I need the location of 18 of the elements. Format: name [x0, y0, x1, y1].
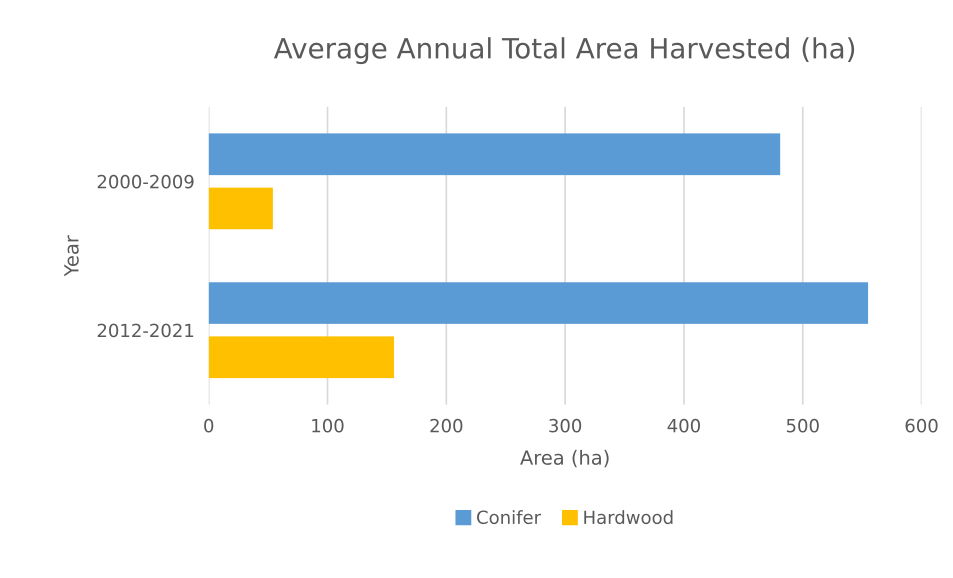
chart-title: Average Annual Total Area Harvested (ha)	[274, 37, 854, 64]
bar	[208, 336, 394, 378]
legend-label: Hardwood	[584, 510, 672, 524]
legend-label: Conifer	[477, 510, 542, 524]
x-tick-label: 0	[204, 418, 214, 432]
x-tick-label: 100	[312, 418, 344, 432]
x-tick-label: 400	[668, 418, 700, 432]
x-tick-label: 500	[786, 418, 819, 432]
x-axis-title: Area (ha)	[520, 450, 609, 468]
x-tick-label: 600	[906, 418, 938, 432]
x-tick-label: 300	[549, 418, 582, 432]
bar	[208, 282, 868, 324]
y-tick-label: 2012-2021	[98, 324, 194, 338]
bar	[208, 188, 273, 230]
y-axis-title: Year	[64, 235, 79, 276]
x-tick-label: 200	[430, 418, 462, 432]
y-tick-label: 2000-2009	[98, 174, 194, 188]
bar	[208, 133, 780, 176]
